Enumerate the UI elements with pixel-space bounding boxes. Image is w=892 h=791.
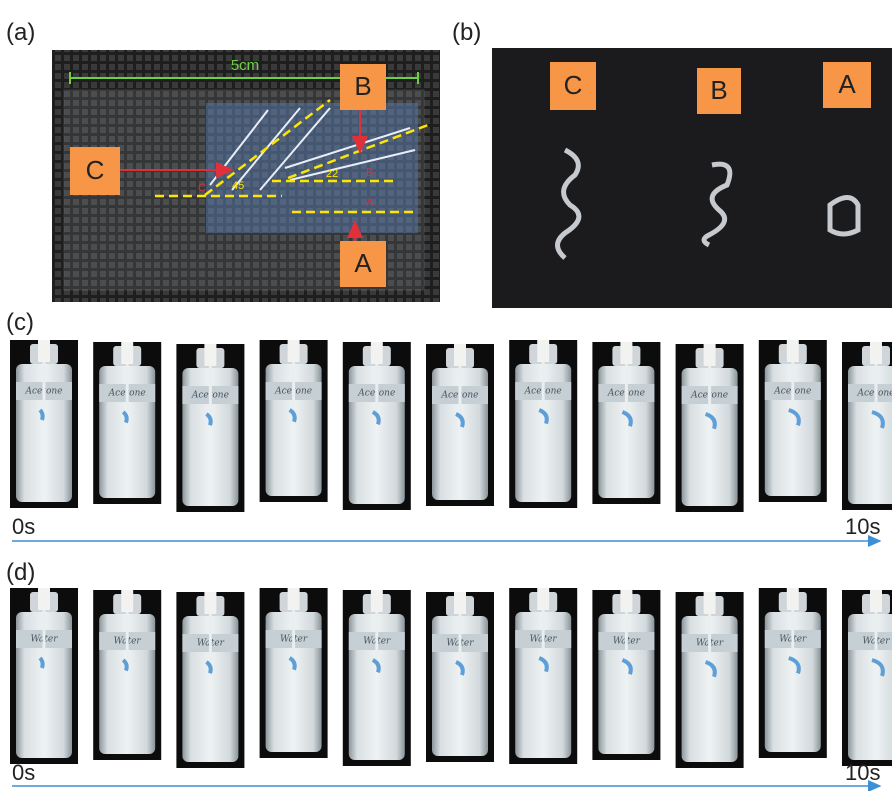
panel-label: (a) [6, 19, 35, 46]
dropper [620, 342, 632, 364]
panel-label: (d) [6, 559, 35, 586]
vial: Water [759, 588, 827, 758]
dropper [787, 588, 799, 610]
vial: Acetone [343, 342, 411, 510]
sample-label: C [564, 70, 583, 100]
dropper [38, 340, 50, 362]
dropper [371, 590, 383, 612]
vial: Water [10, 588, 78, 764]
vial-rows: AcetoneAcetoneAcetoneAcetoneAcetoneAceto… [10, 340, 892, 786]
vial: Acetone [842, 342, 892, 510]
dropper [121, 590, 133, 612]
time-start: 0s [12, 514, 35, 539]
time-start: 0s [12, 760, 35, 785]
line-label: C [198, 182, 206, 194]
dropper [204, 344, 216, 366]
dropper [537, 588, 549, 610]
figure: (a) 5cm 45 22 C B A B C A (b) C B A (c) … [0, 0, 892, 791]
vial: Acetone [592, 342, 660, 504]
dropper [454, 592, 466, 614]
vial: Acetone [759, 340, 827, 502]
vial: Acetone [10, 340, 78, 508]
vial: Acetone [509, 340, 577, 508]
dropper [870, 342, 882, 364]
vial: Acetone [426, 344, 494, 506]
dropper [204, 592, 216, 614]
callout: A [354, 248, 372, 278]
angle-label: 45 [232, 180, 244, 192]
vial: Water [842, 590, 892, 766]
dropper [537, 340, 549, 362]
vial: Water [426, 592, 494, 762]
dropper [121, 342, 133, 364]
sample-label: A [838, 69, 856, 99]
vial: Water [676, 592, 744, 768]
vial: Acetone [260, 340, 328, 502]
vial: Water [343, 590, 411, 766]
vial: Acetone [176, 344, 244, 512]
vial: Water [176, 592, 244, 768]
angle-label: 22 [326, 168, 338, 180]
line-label: B [366, 167, 373, 179]
scale-label: 5cm [231, 57, 259, 74]
dropper [288, 588, 300, 610]
callout: C [86, 155, 105, 185]
line-label: A [366, 197, 374, 209]
vial: Water [93, 590, 161, 760]
dropper [371, 342, 383, 364]
vial-label: Acetone [856, 389, 892, 399]
time-end: 10s [845, 760, 880, 785]
dropper [38, 588, 50, 610]
panel-label: (b) [452, 19, 481, 46]
dropper [288, 340, 300, 362]
film-strip [206, 103, 418, 233]
dropper [704, 592, 716, 614]
dropper [454, 344, 466, 366]
callout: B [354, 71, 371, 101]
dropper [620, 590, 632, 612]
sample-label: B [710, 75, 727, 105]
page: (a) 5cm 45 22 C B A B C A (b) C B A (c) … [0, 0, 892, 791]
dropper [704, 344, 716, 366]
dropper [870, 590, 882, 612]
vial: Water [260, 588, 328, 758]
vial: Acetone [676, 344, 744, 512]
panel-label: (c) [6, 309, 34, 336]
vial: Water [592, 590, 660, 760]
vial: Acetone [93, 342, 161, 504]
dropper [787, 340, 799, 362]
time-end: 10s [845, 514, 880, 539]
vial: Water [509, 588, 577, 764]
